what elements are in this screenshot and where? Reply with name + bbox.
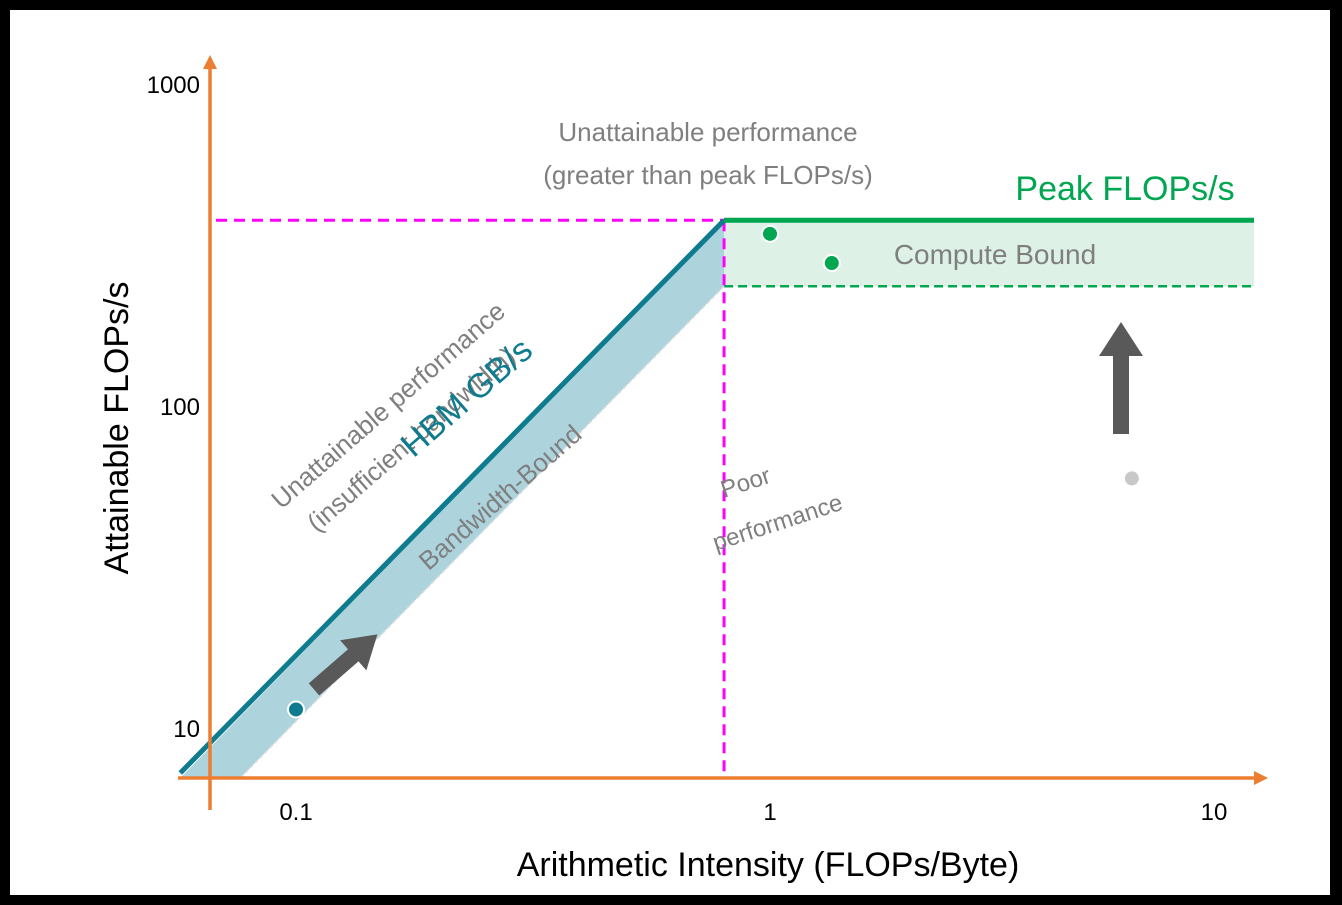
poor-performance-line1: Poor	[717, 462, 774, 503]
compute-bound-region	[724, 220, 1255, 287]
x-tick-label: 10	[1201, 799, 1228, 826]
y-axis-title: Attainable FLOPs/s	[98, 282, 136, 575]
unattainable-top-line1: Unattainable performance	[558, 117, 857, 147]
bandwidth-lower-dashed-line	[239, 285, 725, 779]
x-axis-title: Arithmetic Intensity (FLOPs/Byte)	[517, 846, 1020, 884]
y-tick-label: 100	[160, 394, 200, 421]
data-point-3	[822, 254, 841, 273]
x-axis-arrowhead	[1254, 771, 1268, 785]
y-tick-label: 1000	[147, 72, 200, 99]
bandwidth-improve-arrow	[308, 634, 378, 696]
y-axis-arrowhead	[203, 55, 217, 69]
y-tick-label: 10	[173, 716, 200, 743]
data-point-2	[761, 224, 779, 243]
peak-flops-label: Peak FLOPs/s	[1015, 170, 1234, 208]
data-point-4	[1122, 469, 1141, 488]
series-line-hbm	[178, 218, 726, 775]
unattainable-top-line2: (greater than peak FLOPs/s)	[543, 160, 872, 190]
x-tick-label: 1	[763, 799, 776, 826]
x-tick-label: 0.1	[279, 799, 312, 826]
compute-improve-arrow	[1099, 322, 1143, 434]
compute-bound-label: Compute Bound	[894, 239, 1096, 270]
data-point-1	[287, 700, 305, 719]
